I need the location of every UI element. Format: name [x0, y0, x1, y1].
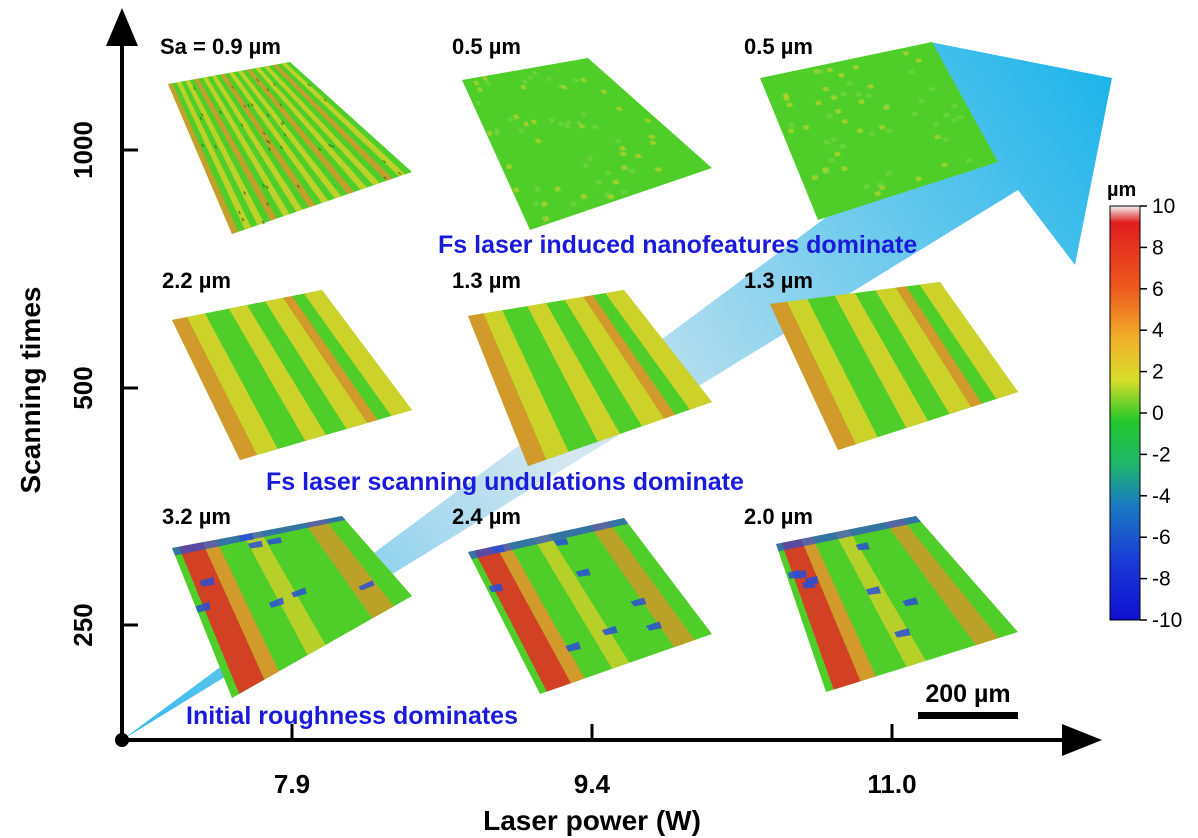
panel-label-1000-7.9: Sa = 0.9 µm — [160, 34, 281, 59]
colorbar-tick-label: 10 — [1152, 195, 1175, 218]
colorbar-tick-label: -2 — [1152, 443, 1171, 466]
surface-panels — [168, 42, 1018, 698]
colorbar-tick-label: 8 — [1152, 236, 1164, 259]
roughness-labels: Sa = 0.9 µm 0.5 µm 0.5 µm 2.2 µm 1.3 µm … — [160, 34, 813, 529]
annotation-nanofeatures: Fs laser induced nanofeatures dominate — [438, 231, 917, 259]
panel-label-500-11.0: 1.3 µm — [744, 268, 813, 293]
panel-label-250-9.4: 2.4 µm — [452, 504, 521, 529]
surface-panel-250-9.4 — [468, 518, 712, 694]
surface-panel-1000-7.9 — [168, 62, 412, 234]
panel-label-250-7.9: 3.2 µm — [162, 504, 231, 529]
y-tick-500: 500 — [68, 366, 98, 409]
colorbar-gradient — [1109, 205, 1141, 621]
panel-label-250-11.0: 2.0 µm — [744, 504, 813, 529]
colorbar-tick-label: 6 — [1152, 278, 1164, 301]
surface-panel-250-11.0 — [776, 516, 1018, 692]
surface-panel-1000-9.4 — [462, 58, 712, 230]
panel-label-1000-9.4: 0.5 µm — [452, 34, 521, 59]
colorbar-ticks: 10 8 6 4 2 0 -2 -4 -6 -8 -10 — [1140, 195, 1182, 632]
x-axis-label: Laser power (W) — [483, 805, 701, 836]
colorbar-tick-label: -6 — [1152, 526, 1171, 549]
y-tick-1000: 1000 — [68, 121, 98, 179]
colorbar: µm 10 8 6 4 2 0 -2 -4 -6 -8 -10 — [1107, 179, 1182, 632]
scale-bar — [918, 712, 1018, 719]
colorbar-unit: µm — [1107, 179, 1136, 201]
surface-panel-500-9.4 — [468, 290, 712, 466]
panel-label-500-7.9: 2.2 µm — [162, 268, 231, 293]
panel-label-1000-11.0: 0.5 µm — [744, 34, 813, 59]
y-tick-250: 250 — [68, 603, 98, 646]
colorbar-tick-label: 0 — [1152, 402, 1164, 425]
surface-panel-500-11.0 — [770, 282, 1018, 450]
x-tick-1: 7.9 — [274, 769, 310, 799]
scale-bar-label: 200 µm — [925, 680, 1010, 708]
surface-panel-500-7.9 — [172, 290, 412, 460]
colorbar-tick-label: -10 — [1152, 609, 1182, 632]
colorbar-tick-label: 4 — [1152, 319, 1164, 342]
y-axis-label: Scanning times — [15, 287, 46, 494]
annotation-undulations: Fs laser scanning undulations dominate — [266, 468, 744, 496]
surface-panel-250-7.9 — [172, 516, 412, 698]
axes — [106, 8, 1102, 756]
panel-label-500-9.4: 1.3 µm — [452, 268, 521, 293]
annotation-initial-roughness: Initial roughness dominates — [186, 702, 518, 730]
x-tick-3: 11.0 — [867, 769, 916, 799]
colorbar-tick-label: -4 — [1152, 485, 1171, 508]
surface-panel-1000-11.0 — [760, 42, 998, 220]
colorbar-tick-label: -8 — [1152, 568, 1171, 591]
colorbar-tick-label: 2 — [1152, 361, 1164, 384]
x-tick-2: 9.4 — [574, 769, 611, 799]
